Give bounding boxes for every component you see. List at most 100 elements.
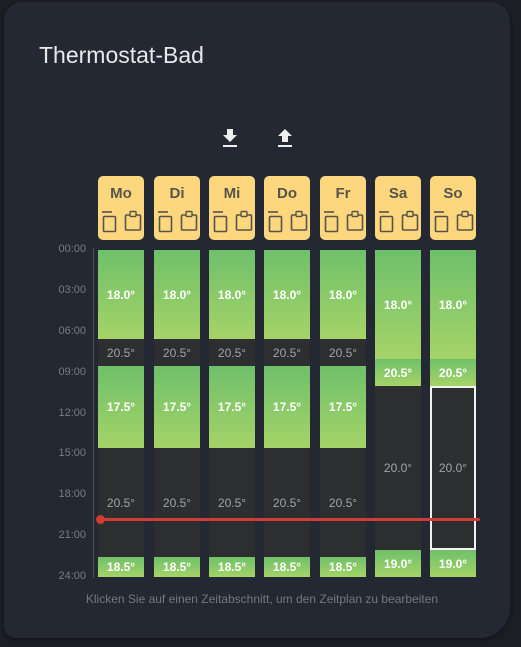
time-segment[interactable]: 20.5°	[264, 339, 310, 366]
paste-day-button[interactable]	[234, 210, 254, 234]
segment-temperature: 18.5°	[217, 560, 247, 574]
paste-day-button[interactable]	[123, 210, 143, 234]
segment-temperature: 17.5°	[328, 400, 358, 414]
copy-day-button[interactable]	[156, 210, 176, 234]
segment-temperature: 20.5°	[328, 495, 358, 510]
day-label: Do	[277, 185, 297, 202]
time-segment[interactable]: 18.0°	[98, 250, 144, 339]
copy-day-button[interactable]	[377, 210, 397, 234]
card-title: Thermostat-Bad	[39, 42, 204, 68]
segment-temperature: 20.0°	[438, 461, 468, 475]
segment-temperature: 17.5°	[272, 400, 302, 414]
time-segment[interactable]: 18.5°	[98, 557, 144, 577]
segment-temperature: 17.5°	[162, 400, 192, 414]
copy-day-button[interactable]	[100, 210, 120, 234]
day-column-mo: 18.0° 20.5° 17.5° 20.5° 18.5°	[98, 250, 144, 577]
current-time-line	[99, 518, 480, 521]
time-label: 06:00	[58, 325, 86, 337]
paste-day-button[interactable]	[345, 210, 365, 234]
time-segment[interactable]: 17.5°	[264, 366, 310, 448]
paste-icon	[456, 210, 474, 231]
time-segment[interactable]: 20.5°	[98, 448, 144, 557]
segment-temperature: 20.5°	[272, 495, 302, 510]
paste-day-button[interactable]	[289, 210, 309, 234]
segment-temperature: 17.5°	[217, 400, 247, 414]
segment-temperature: 20.5°	[272, 345, 302, 360]
time-segment-selected[interactable]: 20.0°	[430, 386, 476, 550]
download-button[interactable]	[218, 126, 242, 150]
time-segment[interactable]: 18.5°	[320, 557, 366, 577]
time-segment[interactable]: 20.5°	[264, 448, 310, 557]
segment-temperature: 20.5°	[162, 495, 192, 510]
paste-icon	[235, 210, 253, 231]
time-segment[interactable]: 18.0°	[320, 250, 366, 339]
day-label: Mo	[110, 185, 132, 202]
time-segment[interactable]: 18.0°	[154, 250, 200, 339]
time-segment[interactable]: 17.5°	[98, 366, 144, 448]
download-icon	[223, 129, 237, 147]
time-segment[interactable]: 20.5°	[154, 448, 200, 557]
day-actions	[432, 210, 476, 234]
day-label: So	[443, 185, 463, 202]
segment-temperature: 18.5°	[272, 560, 302, 574]
time-segment[interactable]: 20.5°	[209, 448, 255, 557]
day-label: Di	[169, 185, 185, 202]
upload-button[interactable]	[273, 126, 297, 150]
day-actions	[100, 210, 144, 234]
time-axis-line	[93, 248, 94, 578]
copy-day-button[interactable]	[322, 210, 342, 234]
time-label: 00:00	[58, 243, 86, 255]
time-segment[interactable]: 17.5°	[209, 366, 255, 448]
copy-icon	[324, 211, 339, 233]
copy-day-button[interactable]	[211, 210, 231, 234]
segment-temperature: 20.5°	[106, 345, 136, 360]
time-segment[interactable]: 19.0°	[375, 550, 421, 577]
time-segment[interactable]: 18.5°	[209, 557, 255, 577]
copy-icon	[379, 211, 394, 233]
segment-temperature: 20.5°	[217, 345, 247, 360]
segment-temperature: 20.5°	[217, 495, 247, 510]
time-label: 24:00	[58, 570, 86, 582]
time-segment[interactable]: 20.5°	[98, 339, 144, 366]
time-segment[interactable]: 20.5°	[209, 339, 255, 366]
time-segment[interactable]: 18.0°	[375, 250, 421, 359]
time-segment[interactable]: 18.0°	[209, 250, 255, 339]
copy-day-button[interactable]	[266, 210, 286, 234]
time-segment[interactable]: 20.5°	[320, 448, 366, 557]
day-actions	[211, 210, 255, 234]
day-column-sa: 18.0° 20.5° 20.0° 19.0°	[375, 250, 421, 577]
day-label: Sa	[388, 185, 408, 202]
time-segment[interactable]: 20.0°	[375, 386, 421, 550]
paste-day-button[interactable]	[455, 210, 475, 234]
segment-temperature: 18.5°	[162, 560, 192, 574]
segment-temperature: 18.0°	[328, 287, 358, 302]
copy-icon	[434, 211, 449, 233]
time-segment[interactable]: 20.5°	[154, 339, 200, 366]
time-segment[interactable]: 18.5°	[264, 557, 310, 577]
time-segment[interactable]: 17.5°	[154, 366, 200, 448]
copy-day-button[interactable]	[432, 210, 452, 234]
paste-icon	[290, 210, 308, 231]
time-segment[interactable]: 20.5°	[320, 339, 366, 366]
day-actions	[266, 210, 310, 234]
day-label: Mi	[223, 185, 241, 202]
time-segment[interactable]: 18.5°	[154, 557, 200, 577]
time-segment[interactable]: 17.5°	[320, 366, 366, 448]
day-label: Fr	[335, 185, 351, 202]
day-header-di: Di	[154, 176, 200, 240]
time-segment[interactable]: 18.0°	[264, 250, 310, 339]
segment-temperature: 19.0°	[438, 556, 468, 571]
paste-day-button[interactable]	[400, 210, 420, 234]
time-segment[interactable]: 20.5°	[375, 359, 421, 386]
thermostat-card: Thermostat-Bad Mo Di Mi Do Fr Sa So 00:00 03:00…	[4, 2, 510, 638]
segment-temperature: 20.5°	[328, 345, 358, 360]
segment-temperature: 18.0°	[438, 297, 468, 312]
time-segment[interactable]: 18.0°	[430, 250, 476, 359]
day-column-do: 18.0° 20.5° 17.5° 20.5° 18.5°	[264, 250, 310, 577]
paste-icon	[124, 210, 142, 231]
time-segment[interactable]: 19.0°	[430, 550, 476, 577]
current-time-marker	[96, 515, 105, 524]
day-column-fr: 18.0° 20.5° 17.5° 20.5° 18.5°	[320, 250, 366, 577]
paste-day-button[interactable]	[179, 210, 199, 234]
time-segment[interactable]: 20.5°	[430, 359, 476, 386]
